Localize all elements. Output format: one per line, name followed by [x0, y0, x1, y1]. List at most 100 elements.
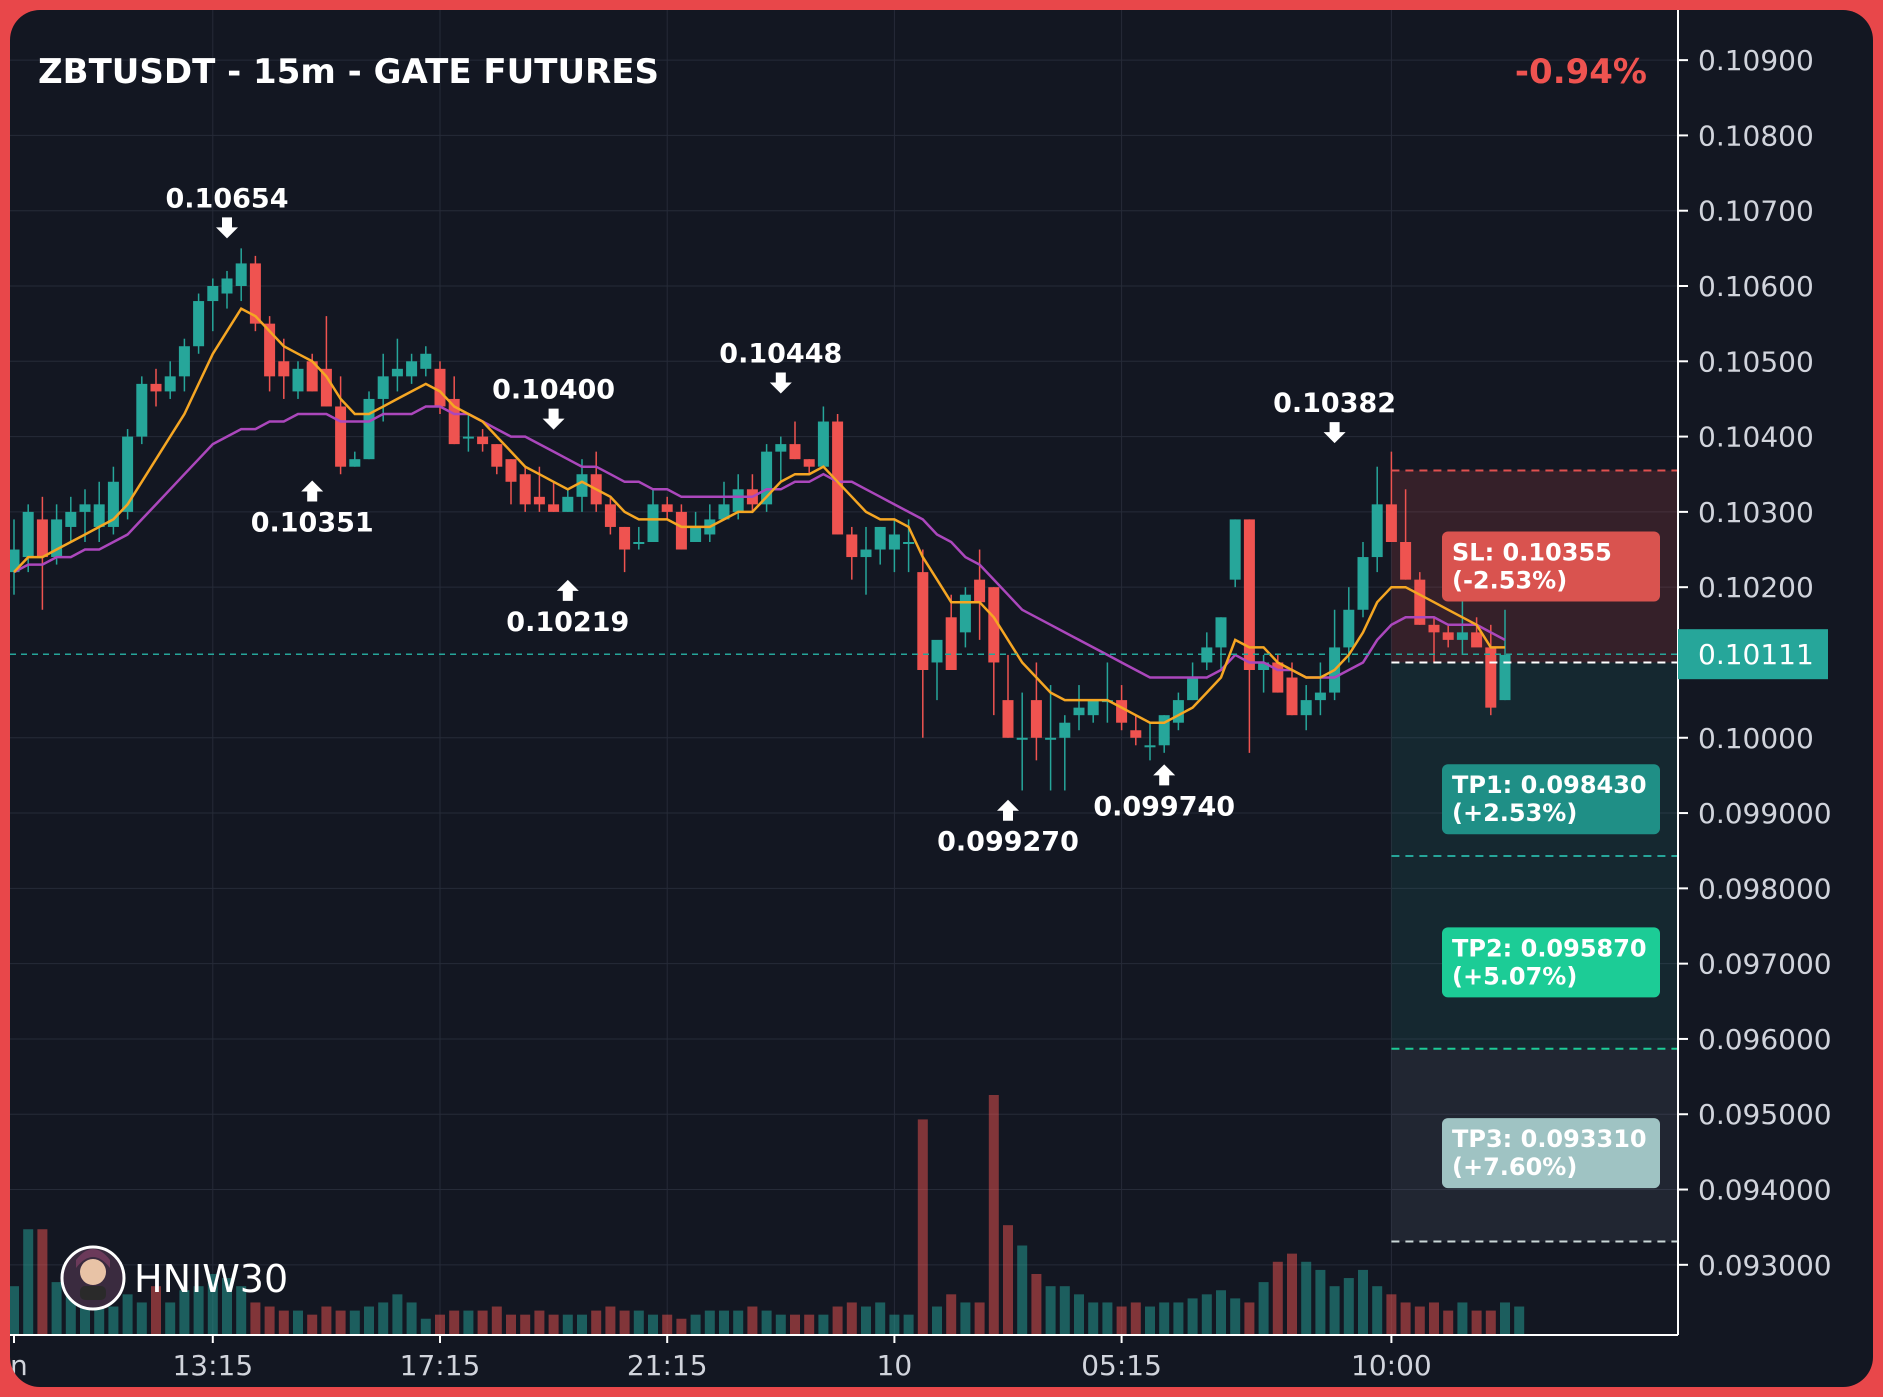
volume-bar	[775, 1314, 786, 1335]
price-change: -0.94%	[1515, 52, 1647, 92]
candle-body	[1499, 654, 1511, 701]
volume-bar	[1400, 1302, 1411, 1335]
volume-bar	[193, 1286, 204, 1335]
volume-bar	[1130, 1302, 1141, 1335]
volume-bar	[619, 1310, 630, 1335]
volume-bar	[108, 1306, 119, 1335]
volume-bar	[804, 1314, 815, 1335]
volume-bar	[179, 1290, 190, 1335]
candle-body	[420, 353, 432, 369]
volume-bar	[917, 1119, 928, 1335]
x-tick-label: 10:00	[1351, 1349, 1432, 1382]
candle-body	[93, 504, 105, 527]
candle-body	[1286, 677, 1298, 716]
candle-body	[1045, 737, 1057, 740]
volume-bar	[1244, 1302, 1255, 1335]
level-label-box	[1442, 764, 1660, 835]
level-label-text: SL: 0.10355	[1452, 538, 1612, 566]
y-tick-label: 0.099000	[1698, 797, 1832, 830]
candle-body	[888, 534, 900, 550]
volume-bar	[1003, 1225, 1013, 1335]
candle-body	[690, 526, 702, 542]
volume-bar	[790, 1314, 800, 1335]
candle-body	[1485, 647, 1497, 708]
candle-body	[1300, 700, 1312, 716]
volume-bar	[1315, 1269, 1326, 1335]
volume-bar	[463, 1310, 474, 1335]
candle-body	[22, 511, 34, 558]
annotation-label: 0.10382	[1273, 388, 1396, 419]
volume-bar	[988, 1095, 999, 1335]
candlestick-chart[interactable]: 0.10654 0.10351 0.10400 0.10219 0.10448 0.099…	[10, 10, 1873, 1387]
candle-body	[150, 383, 162, 392]
level-labels: SL: 0.10355(-2.53%) TP1: 0.098430(+2.53%)…	[1442, 531, 1660, 1189]
volume-bar	[364, 1306, 374, 1335]
candle-body	[988, 587, 1000, 663]
volume-bar	[548, 1314, 559, 1335]
candle-body	[193, 301, 205, 347]
volume-bar	[960, 1302, 971, 1335]
arrow-down-icon	[1323, 422, 1346, 444]
candle-body	[548, 504, 560, 512]
volume-bar	[293, 1310, 303, 1335]
volume-bar	[690, 1314, 701, 1335]
candle-body	[320, 368, 332, 407]
arrow-down-icon	[769, 372, 792, 394]
candle-body	[1016, 737, 1028, 740]
candle-body	[391, 368, 403, 377]
candle-body	[434, 368, 446, 407]
candle-body	[363, 398, 375, 460]
annotation-label: 0.099740	[1093, 791, 1235, 822]
volume-bar	[420, 1318, 431, 1335]
volume-bar	[662, 1314, 673, 1335]
candle-body	[619, 526, 631, 550]
candle-body	[65, 511, 77, 527]
volume-bar	[1343, 1278, 1354, 1335]
volume-bar	[307, 1314, 318, 1335]
candle-body	[1442, 632, 1454, 640]
candle-body	[136, 383, 148, 437]
candle-body	[292, 368, 304, 392]
volume-bar	[832, 1306, 843, 1335]
volume-bar	[1272, 1261, 1283, 1335]
volume-bar	[236, 1286, 247, 1335]
volume-bar	[378, 1302, 389, 1335]
candle-body	[1187, 677, 1199, 701]
volume-bar	[51, 1282, 62, 1335]
candle-body	[562, 496, 574, 512]
volume-bar	[1329, 1286, 1340, 1335]
volume-bar	[222, 1278, 232, 1335]
volume-bar	[719, 1310, 729, 1335]
candle-body	[1130, 730, 1142, 738]
volume-bar	[335, 1310, 346, 1335]
x-tick-label: 10	[877, 1349, 913, 1382]
candle-body	[1002, 700, 1014, 738]
volume-bar	[562, 1314, 573, 1335]
chart-frame: 0.10654 0.10351 0.10400 0.10219 0.10448 0.099…	[10, 10, 1873, 1387]
volume-bar	[534, 1310, 545, 1335]
arrow-down-icon	[216, 217, 238, 239]
volume-bar	[94, 1302, 105, 1335]
volume-bar	[477, 1310, 488, 1335]
volume-bar	[207, 1273, 218, 1335]
volume-bar	[23, 1229, 34, 1335]
candle-body	[604, 504, 616, 527]
y-tick-label: 0.098000	[1698, 872, 1832, 905]
y-tick-label: 0.096000	[1698, 1023, 1832, 1056]
candle-body	[10, 549, 20, 573]
candle-body	[1087, 700, 1099, 716]
candle-body	[860, 549, 872, 558]
candle-body	[775, 444, 787, 452]
candle-body	[1357, 557, 1369, 610]
current-price-label: 0.10111	[1698, 638, 1814, 671]
volume-bar	[1485, 1310, 1496, 1335]
candle-body	[1400, 542, 1412, 580]
candle-body	[761, 451, 773, 505]
candle-body	[51, 519, 63, 558]
y-tick-label: 0.10200	[1698, 571, 1814, 604]
level-label-box	[1442, 1118, 1660, 1189]
candle-body	[1385, 504, 1397, 542]
volume-bar	[1358, 1269, 1368, 1335]
volume-bars	[10, 1095, 1525, 1335]
volume-bar	[1045, 1286, 1056, 1335]
